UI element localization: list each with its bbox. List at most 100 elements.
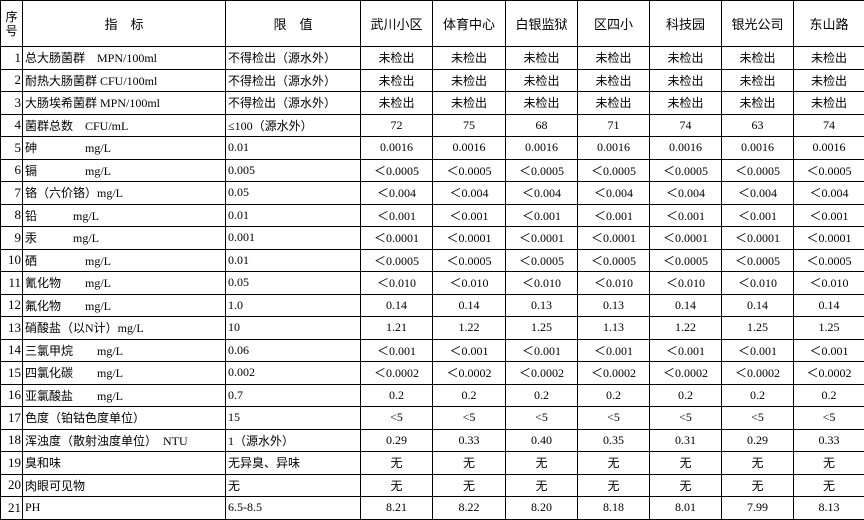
limit: 0.005 bbox=[226, 159, 361, 182]
row-number: 2 bbox=[1, 69, 23, 92]
value-cell: ＜0.0002 bbox=[578, 362, 650, 385]
limit: 0.06 bbox=[226, 339, 361, 362]
value-cell: ＜0.001 bbox=[361, 339, 433, 362]
value-cell: ＜0.0002 bbox=[506, 362, 578, 385]
value-cell: 74 bbox=[650, 114, 722, 137]
value-cell: ＜0.001 bbox=[578, 204, 650, 227]
indicator: 镉 mg/L bbox=[23, 159, 226, 182]
value-cell: <5 bbox=[506, 407, 578, 430]
value-cell: ＜0.004 bbox=[361, 182, 433, 205]
value-cell: 1.13 bbox=[578, 317, 650, 340]
value-cell: ＜0.0005 bbox=[650, 159, 722, 182]
value-cell: 无 bbox=[361, 474, 433, 497]
value-cell: ＜0.0005 bbox=[794, 249, 864, 272]
value-cell: ＜0.0001 bbox=[506, 227, 578, 250]
indicator: 菌群总数 CFU/mL bbox=[23, 114, 226, 137]
value-cell: 0.0016 bbox=[650, 137, 722, 160]
value-cell: ＜0.004 bbox=[794, 182, 864, 205]
value-cell: <5 bbox=[650, 407, 722, 430]
value-cell: ＜0.0001 bbox=[794, 227, 864, 250]
value-cell: ＜0.001 bbox=[506, 204, 578, 227]
value-cell: 0.14 bbox=[361, 294, 433, 317]
row-number: 7 bbox=[1, 182, 23, 205]
value-cell: ＜0.0005 bbox=[722, 159, 794, 182]
value-cell: 0.14 bbox=[650, 294, 722, 317]
indicator: 耐热大肠菌群 CFU/100ml bbox=[23, 69, 226, 92]
indicator: 浑浊度（散射浊度单位） NTU bbox=[23, 429, 226, 452]
value-cell: 8.21 bbox=[361, 497, 433, 520]
value-cell: 无 bbox=[433, 452, 506, 475]
value-cell: ＜0.0005 bbox=[433, 249, 506, 272]
value-cell: 无 bbox=[722, 474, 794, 497]
value-cell: ＜0.001 bbox=[506, 339, 578, 362]
value-cell: 75 bbox=[433, 114, 506, 137]
limit: 6.5-8.5 bbox=[226, 497, 361, 520]
value-cell: ＜0.0001 bbox=[722, 227, 794, 250]
row-number: 18 bbox=[1, 429, 23, 452]
value-cell: ＜0.004 bbox=[433, 182, 506, 205]
value-cell: ＜0.004 bbox=[506, 182, 578, 205]
row-number: 14 bbox=[1, 339, 23, 362]
value-cell: 0.0016 bbox=[506, 137, 578, 160]
value-cell: 未检出 bbox=[361, 47, 433, 70]
value-cell: ＜0.010 bbox=[361, 272, 433, 295]
header-cell: 银光公司 bbox=[722, 1, 794, 47]
value-cell: <5 bbox=[722, 407, 794, 430]
value-cell: 未检出 bbox=[650, 92, 722, 115]
indicator: 铬（六价铬）mg/L bbox=[23, 182, 226, 205]
value-cell: 未检出 bbox=[794, 69, 864, 92]
value-cell: 0.33 bbox=[433, 429, 506, 452]
value-cell: ＜0.010 bbox=[578, 272, 650, 295]
value-cell: 未检出 bbox=[650, 47, 722, 70]
value-cell: 未检出 bbox=[722, 69, 794, 92]
limit: 无异臭、异味 bbox=[226, 452, 361, 475]
value-cell: ＜0.0002 bbox=[361, 362, 433, 385]
limit: 10 bbox=[226, 317, 361, 340]
value-cell: 8.18 bbox=[578, 497, 650, 520]
value-cell: 0.31 bbox=[650, 429, 722, 452]
row-number: 19 bbox=[1, 452, 23, 475]
row-number: 20 bbox=[1, 474, 23, 497]
value-cell: ＜0.010 bbox=[722, 272, 794, 295]
value-cell: 0.13 bbox=[506, 294, 578, 317]
value-cell: ＜0.001 bbox=[722, 204, 794, 227]
header-cell: 白银监狱 bbox=[506, 1, 578, 47]
value-cell: 68 bbox=[506, 114, 578, 137]
value-cell: ＜0.0005 bbox=[506, 249, 578, 272]
header-cell: 限 值 bbox=[226, 1, 361, 47]
value-cell: 0.0016 bbox=[361, 137, 433, 160]
value-cell: 1.22 bbox=[650, 317, 722, 340]
value-cell: 8.22 bbox=[433, 497, 506, 520]
value-cell: 无 bbox=[722, 452, 794, 475]
value-cell: 未检出 bbox=[578, 92, 650, 115]
value-cell: 未检出 bbox=[578, 69, 650, 92]
value-cell: <5 bbox=[794, 407, 864, 430]
value-cell: 0.2 bbox=[794, 384, 864, 407]
header-cell: 体育中心 bbox=[433, 1, 506, 47]
limit: 不得检出（源水外） bbox=[226, 47, 361, 70]
limit: 无 bbox=[226, 474, 361, 497]
row-number: 11 bbox=[1, 272, 23, 295]
value-cell: ＜0.010 bbox=[506, 272, 578, 295]
value-cell: 74 bbox=[794, 114, 864, 137]
header-cell: 武川小区 bbox=[361, 1, 433, 47]
indicator: 三氯甲烷 mg/L bbox=[23, 339, 226, 362]
value-cell: 无 bbox=[578, 452, 650, 475]
value-cell: 未检出 bbox=[433, 69, 506, 92]
value-cell: 1.21 bbox=[361, 317, 433, 340]
value-cell: 0.2 bbox=[361, 384, 433, 407]
limit: 0.001 bbox=[226, 227, 361, 250]
value-cell: ＜0.0005 bbox=[650, 249, 722, 272]
limit: ≤100（源水外） bbox=[226, 114, 361, 137]
